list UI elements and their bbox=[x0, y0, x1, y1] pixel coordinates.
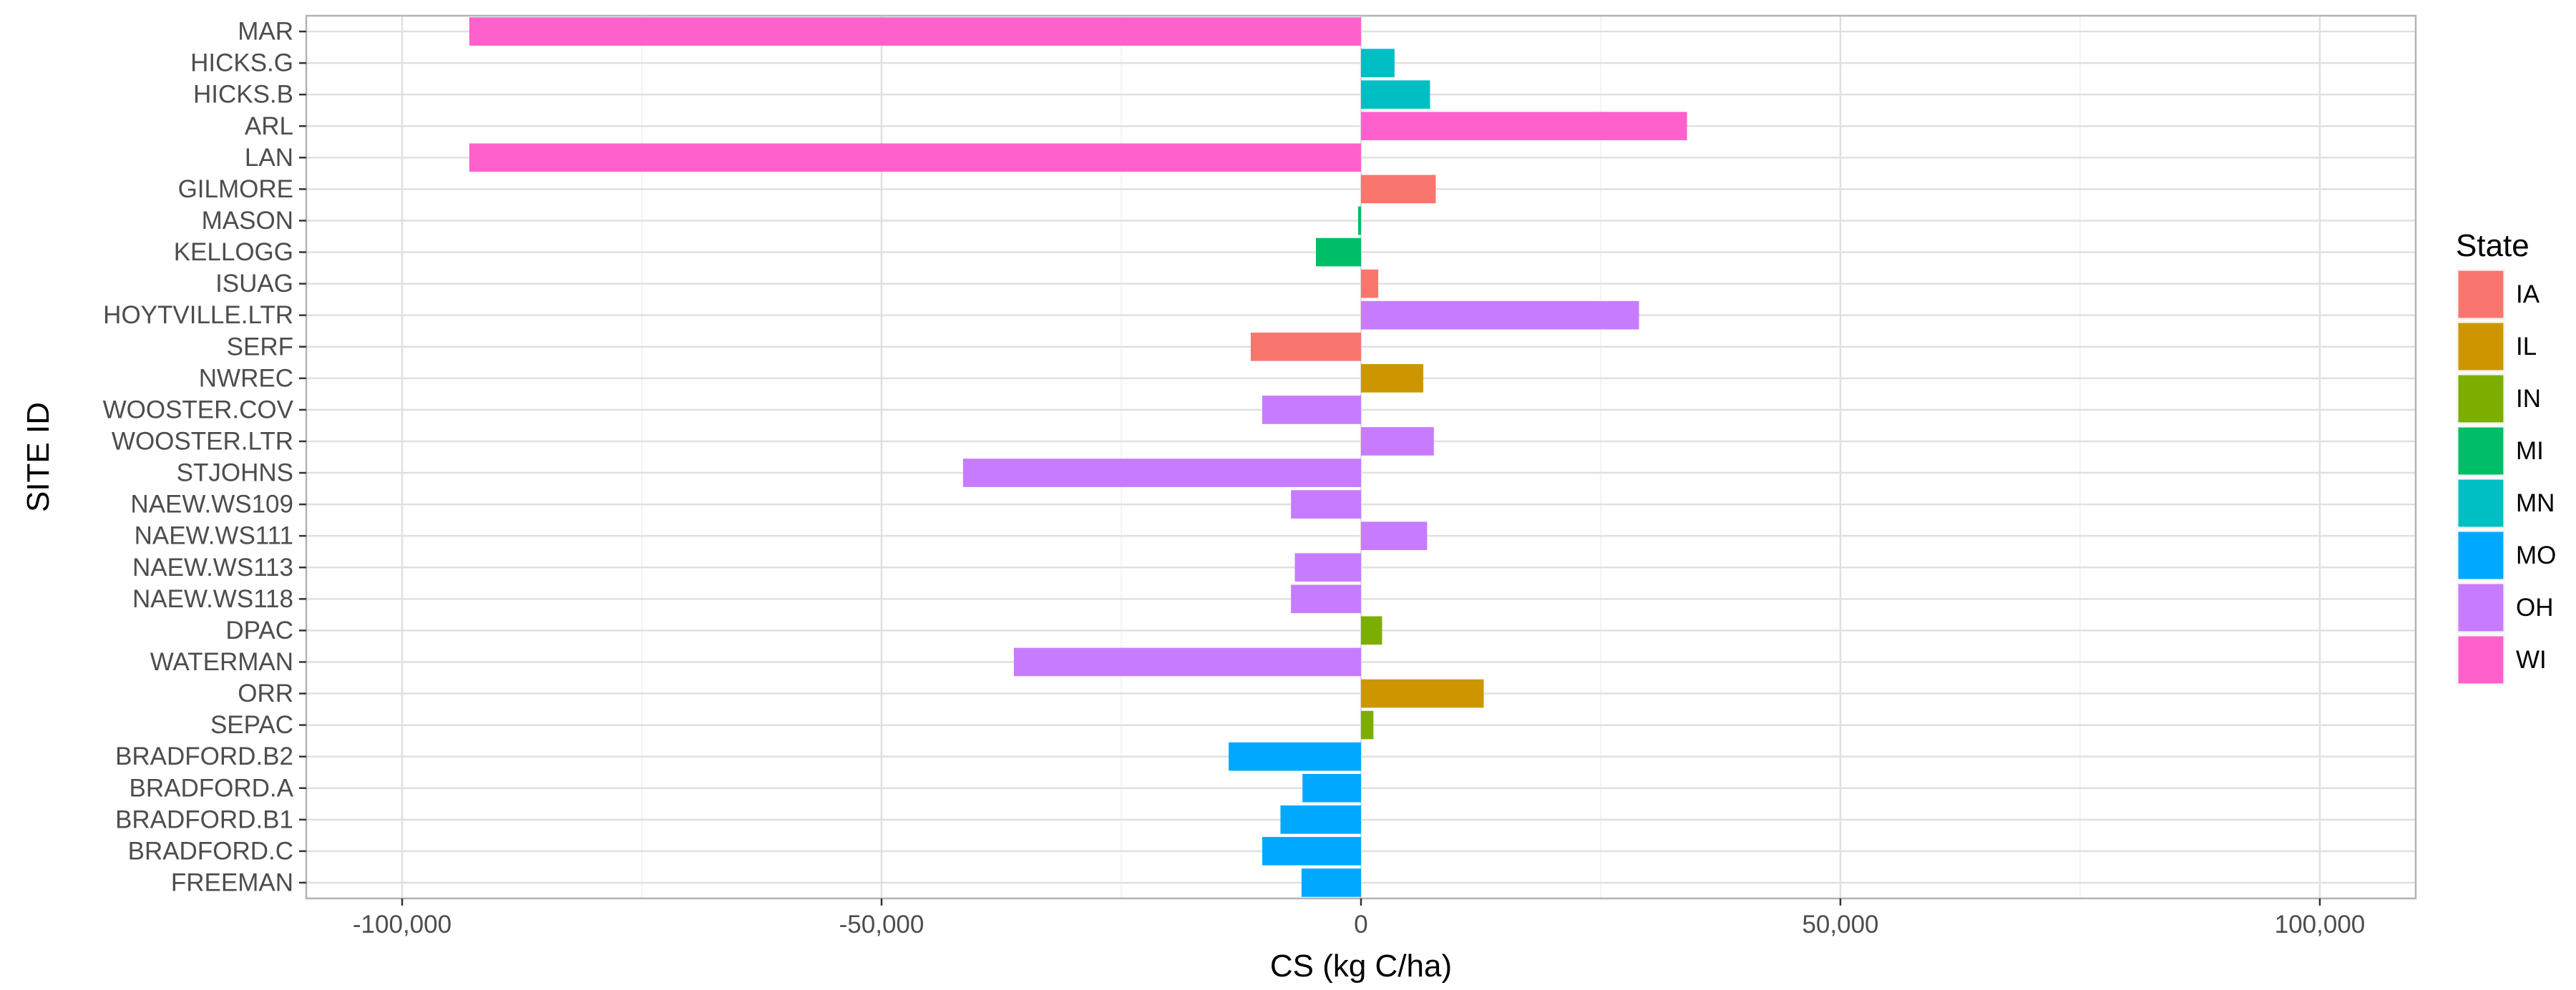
y-tick-label: FREEMAN bbox=[171, 868, 293, 896]
x-tick-labels: -100,000 -50,000 0 50,000 100,000 bbox=[353, 898, 2365, 938]
y-tick-label: HOYTVILLE.LTR bbox=[103, 301, 293, 329]
x-tick-label: 50,000 bbox=[1802, 911, 1878, 938]
bar-naew-ws118 bbox=[1291, 584, 1361, 614]
bar-serf bbox=[1250, 332, 1361, 361]
bar-sepac bbox=[1361, 710, 1374, 740]
legend-label-mn: MN bbox=[2516, 489, 2555, 517]
y-tick-label: DPAC bbox=[225, 617, 293, 645]
y-tick-label: BRADFORD.C bbox=[128, 837, 293, 865]
legend-swatch-mn bbox=[2457, 479, 2504, 528]
y-tick-label: NWREC bbox=[199, 364, 293, 392]
y-tick-label: BRADFORD.B1 bbox=[115, 805, 293, 833]
x-tick-label: -50,000 bbox=[839, 911, 924, 938]
bar-bradford-b1 bbox=[1280, 805, 1361, 834]
y-tick-label: NAEW.WS113 bbox=[132, 554, 293, 582]
y-tick-label: STJOHNS bbox=[177, 459, 293, 487]
bar-hicks-b bbox=[1361, 80, 1430, 109]
legend: State IA IL IN MI MN MO OH WI bbox=[2455, 228, 2556, 687]
legend-label-ia: IA bbox=[2516, 280, 2540, 308]
legend-swatch-in bbox=[2457, 374, 2504, 423]
y-tick-label: WATERMAN bbox=[150, 648, 293, 676]
y-tick-label: NAEW.WS109 bbox=[130, 491, 293, 519]
x-axis-title: CS (kg C/ha) bbox=[1270, 949, 1452, 984]
y-tick-label: SERF bbox=[227, 333, 293, 361]
bar-mason bbox=[1357, 206, 1361, 235]
legend-label-mi: MI bbox=[2516, 437, 2544, 465]
bar-naew-ws109 bbox=[1291, 490, 1361, 519]
y-tick-label: ARL bbox=[245, 112, 293, 140]
y-tick-label: SEPAC bbox=[210, 711, 293, 739]
bar-wooster-ltr bbox=[1361, 427, 1434, 456]
bar-wooster-cov bbox=[1262, 396, 1361, 424]
y-tick-label: BRADFORD.B2 bbox=[115, 742, 293, 770]
y-axis-title: SITE ID bbox=[21, 402, 56, 512]
bar-stjohns bbox=[962, 459, 1361, 487]
x-tick-label: 0 bbox=[1354, 911, 1367, 938]
legend-title: State bbox=[2456, 228, 2529, 263]
y-tick-label: ISUAG bbox=[215, 270, 293, 298]
legend-label-oh: OH bbox=[2516, 594, 2554, 622]
bar-isuag bbox=[1361, 269, 1379, 298]
legend-label-wi: WI bbox=[2516, 646, 2547, 674]
legend-label-in: IN bbox=[2516, 385, 2541, 413]
y-tick-label: HICKS.G bbox=[190, 49, 293, 77]
bar-waterman bbox=[1013, 647, 1361, 677]
legend-label-mo: MO bbox=[2516, 541, 2556, 569]
y-tick-label: WOOSTER.LTR bbox=[112, 427, 293, 455]
bar-kellogg bbox=[1316, 237, 1361, 267]
y-tick-label: NAEW.WS111 bbox=[135, 522, 293, 550]
y-tick-label: BRADFORD.A bbox=[130, 774, 294, 802]
legend-swatch-il bbox=[2457, 322, 2504, 371]
legend-swatch-mo bbox=[2457, 531, 2504, 580]
bar-bradford-c bbox=[1262, 837, 1361, 866]
y-tick-label: MASON bbox=[202, 207, 293, 235]
bar-nwrec bbox=[1361, 363, 1424, 393]
legend-swatch-wi bbox=[2457, 635, 2504, 685]
legend-swatch-oh bbox=[2457, 583, 2504, 632]
bars bbox=[469, 17, 1687, 897]
y-tick-label: NAEW.WS118 bbox=[132, 585, 293, 613]
y-tick-labels: MAR HICKS.G HICKS.B ARL LAN GILMORE MASON KELLO… bbox=[103, 18, 306, 896]
y-tick-label: LAN bbox=[245, 144, 293, 172]
bar-freeman bbox=[1301, 868, 1361, 897]
bar-bradford-a bbox=[1302, 773, 1361, 803]
bar-mar bbox=[469, 17, 1361, 46]
y-tick-label: HICKS.B bbox=[193, 81, 293, 109]
y-tick-label: WOOSTER.COV bbox=[103, 396, 294, 423]
x-tick-label: -100,000 bbox=[353, 911, 452, 938]
y-tick-label: KELLOGG bbox=[174, 238, 293, 266]
legend-label-il: IL bbox=[2516, 333, 2537, 361]
bar-bradford-b2 bbox=[1229, 742, 1361, 771]
bar-hicks-g bbox=[1361, 49, 1395, 77]
legend-swatch-mi bbox=[2457, 426, 2504, 476]
y-tick-label: MAR bbox=[238, 18, 293, 46]
y-tick-label: ORR bbox=[238, 680, 293, 707]
bar-naew-ws111 bbox=[1361, 521, 1428, 551]
bar-arl bbox=[1361, 112, 1687, 141]
bar-gilmore bbox=[1361, 175, 1436, 204]
bar-dpac bbox=[1361, 616, 1382, 645]
bar-naew-ws113 bbox=[1294, 553, 1361, 582]
bar-orr bbox=[1361, 679, 1484, 708]
legend-swatch-ia bbox=[2457, 270, 2504, 319]
bar-lan bbox=[469, 143, 1361, 172]
y-tick-label: GILMORE bbox=[178, 175, 293, 203]
bar-hoytville-ltr bbox=[1361, 300, 1639, 330]
x-tick-label: 100,000 bbox=[2275, 911, 2366, 938]
